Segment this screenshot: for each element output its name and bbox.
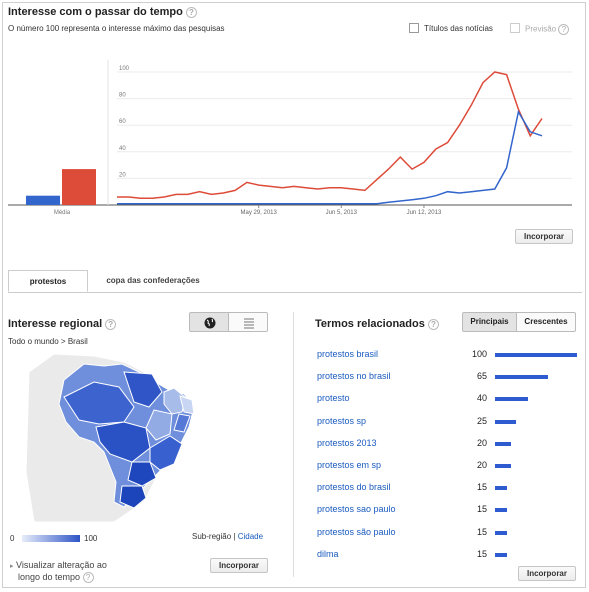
related-term-value: 20 [476,460,487,470]
x-tick-label: Jun 5, 2013 [326,210,358,216]
related-term-link[interactable]: protestos em sp [317,460,382,470]
y-tick-label: 100 [119,66,130,72]
related-term-value: 15 [476,504,487,514]
expand-arrow-icon: ▸ [10,563,14,570]
legend-max-label: 100 [84,534,98,543]
chart-subtitle: O número 100 representa o interesse máxi… [8,24,225,33]
related-term-bar [495,375,549,379]
list-icon [244,318,254,329]
tab-protestos[interactable]: protestos [8,270,88,292]
color-scale-legend [22,535,80,542]
tab-underline [8,292,582,293]
regional-title: Interesse regional ? [8,318,117,330]
brazil-map [24,352,264,522]
legend-min-label: 0 [10,534,15,543]
view-change-toggle[interactable]: ▸ Visualizar alteração ao longo do tempo… [10,560,107,584]
x-tick-label: Jun 12, 2013 [407,210,442,216]
related-term-bar [495,508,508,512]
tab-copa-das-confederacoes[interactable]: copa das confederações [106,276,200,285]
tab-rising-terms[interactable]: Crescentes [516,312,576,332]
y-tick-label: 40 [119,146,126,152]
help-icon[interactable]: ? [427,318,439,330]
help-icon[interactable]: ? [558,24,570,35]
forecast-checkbox[interactable] [510,23,520,33]
related-term-link[interactable]: protestos brasil [317,349,379,359]
average-bar [26,195,60,205]
related-terms-title: Termos relacionados ? [315,318,439,330]
related-term-value: 100 [471,349,487,359]
list-view-button[interactable] [228,312,268,332]
embed-map-button[interactable]: Incorporar [210,558,268,573]
y-tick-label: 60 [119,119,126,125]
map-view-button[interactable] [189,312,229,332]
related-term-value: 15 [476,549,487,559]
average-label: Média [54,210,71,216]
series-line [117,109,543,205]
city-link[interactable]: Cidade [237,532,264,541]
y-tick-label: 20 [119,172,126,178]
related-term-link[interactable]: protesto [317,393,350,403]
related-term-bar [495,553,508,557]
x-tick-label: May 29, 2013 [240,210,277,216]
news-headlines-checkbox[interactable] [409,23,419,33]
related-term-bar [495,420,516,424]
related-term-bar [495,353,577,357]
globe-icon [204,317,216,329]
embed-related-button[interactable]: Incorporar [518,566,576,581]
related-term-link[interactable]: protestos sao paulo [317,504,396,514]
related-term-value: 25 [476,416,487,426]
y-tick-label: 80 [119,93,126,99]
region-breadcrumb[interactable]: Todo o mundo > Brasil [8,337,88,346]
tab-top-terms[interactable]: Principais [462,312,517,332]
related-term-link[interactable]: protestos no brasil [317,371,391,381]
related-term-bar [495,486,508,490]
related-term-link[interactable]: protestos sp [317,416,367,426]
related-term-link[interactable]: protestos 2013 [317,438,377,448]
section-divider [293,312,294,577]
related-term-value: 40 [476,393,487,403]
related-term-bar [495,397,528,401]
news-headlines-label: Títulos das notícias [424,24,493,33]
related-term-value: 15 [476,482,487,492]
related-term-link[interactable]: protestos são paulo [317,527,396,537]
series-line [117,71,543,200]
related-term-value: 65 [476,371,487,381]
related-term-value: 15 [476,527,487,537]
related-term-bar [495,442,512,446]
embed-chart-button[interactable]: Incorporar [515,229,573,244]
related-term-value: 20 [476,438,487,448]
related-term-link[interactable]: dilma [317,549,339,559]
average-bar [62,169,96,205]
help-icon[interactable]: ? [82,572,94,584]
resolution-separator: | [233,532,236,541]
help-icon[interactable]: ? [105,318,117,330]
chart-title: Interesse com o passar do tempo ? [8,6,197,18]
interest-over-time-chart: 20 40 60 80 100 Média May 29, 2013 Jun 5, 2013 J… [8,60,572,216]
help-icon[interactable]: ? [185,6,197,18]
related-term-bar [495,531,508,535]
related-term-bar [495,464,512,468]
related-term-link[interactable]: protestos do brasil [317,482,391,492]
resolution-links: Sub-região | Cidade [192,532,263,541]
forecast-label: Previsão ? [525,24,570,35]
subregion-link[interactable]: Sub-região [192,532,232,541]
